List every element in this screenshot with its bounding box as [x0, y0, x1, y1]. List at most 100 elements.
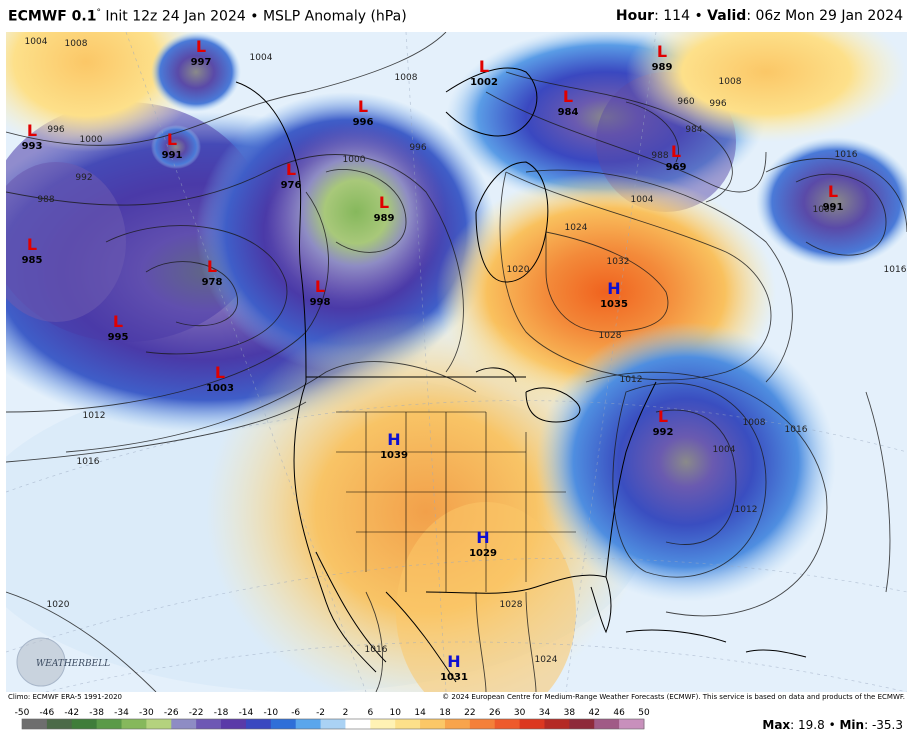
isobar-label: 1024 [535, 655, 558, 665]
colorbar-tick-label: -34 [114, 708, 129, 718]
isobar-label: 1016 [884, 265, 907, 275]
isobar-label: 1000 [813, 205, 836, 215]
max-label: Max [762, 718, 791, 732]
pressure-center-value: 995 [108, 332, 129, 343]
low-pressure-symbol: L [286, 160, 296, 179]
mslp-anomaly-map: WEATHERBELL 1004 1008 996 1000 992 988 1004 101… [6, 32, 907, 692]
logo-text: WEATHERBELL [36, 659, 110, 669]
colorbar-swatch [146, 719, 172, 729]
pressure-center-value: 991 [162, 150, 183, 161]
pressure-center-value: 978 [202, 277, 223, 288]
isobar-label: 996 [409, 143, 426, 153]
isobar-label: 1008 [395, 73, 418, 83]
pressure-center-value: 985 [22, 255, 43, 266]
colorbar-tick-label: -14 [239, 708, 254, 718]
climo-source: Climo: ECMWF ERA-5 1991-2020 [8, 693, 122, 701]
low-pressure-symbol: L [563, 87, 573, 106]
isobar-label: 1024 [565, 223, 588, 233]
isobar-label: 1004 [713, 445, 736, 455]
colorbar-swatch [196, 719, 222, 729]
pressure-center-value: 997 [191, 57, 212, 68]
high-pressure-symbol: H [387, 430, 400, 449]
init-time: Init 12z 24 Jan 2024 [105, 8, 246, 25]
isobar-label: 1012 [735, 505, 758, 515]
pressure-center-value: 1039 [380, 450, 408, 461]
low-pressure-symbol: L [671, 142, 681, 161]
pressure-center-value: 989 [374, 213, 395, 224]
copyright-notice: © 2024 European Centre for Medium-Range … [442, 693, 905, 701]
isobar-label: 984 [685, 125, 702, 135]
colorbar-tick-label: 22 [464, 708, 475, 718]
isobar-labels: 1004 1008 996 1000 992 988 1004 1012 1016 1008 100… [25, 37, 907, 665]
degree-symbol: ° [96, 8, 101, 18]
colorbar-tick-label: -2 [316, 708, 325, 718]
colorbar-tick-label: 38 [564, 708, 576, 718]
colorbar-swatch [245, 719, 272, 729]
low-pressure-symbol: L [828, 182, 838, 201]
hour-value: 114 [663, 8, 690, 24]
colorbar-swatch [469, 719, 496, 729]
isobar-label: 988 [651, 151, 668, 161]
title-bullet: • [250, 8, 259, 25]
high-pressure-symbol: H [476, 528, 489, 547]
low-pressure-symbol: L [358, 97, 368, 116]
colorbar-area: -50 -46 -42 -38 -34 -30 -26 -22 -18 -14 -10 -6 -2 2 6 1… [0, 706, 913, 750]
isobar-label: 992 [75, 173, 92, 183]
low-pressure-symbol: L [167, 130, 177, 149]
low-pressure-symbol: L [207, 257, 217, 276]
colorbar-swatch [345, 719, 371, 729]
isobar-label: 1028 [599, 331, 622, 341]
isobar-label: 1016 [785, 425, 808, 435]
low-pressure-symbol: L [379, 193, 389, 212]
colorbar-swatch [295, 719, 322, 729]
low-pressure-symbol: L [658, 407, 668, 426]
isobar-label: 1000 [343, 155, 366, 165]
chart-header: ECMWF 0.1° Init 12z 24 Jan 2024 • MSLP A… [0, 0, 913, 32]
pressure-center-value: 998 [310, 297, 331, 308]
colorbar-swatch [221, 719, 247, 729]
colorbar-tick-label: 10 [389, 708, 401, 718]
colorbar-swatch [395, 719, 421, 729]
low-pressure-symbol: L [215, 363, 225, 382]
colorbar-tick-label: 42 [589, 708, 600, 718]
colorbar-tick-label: -30 [139, 708, 154, 718]
colorbar-tick-label: 18 [439, 708, 451, 718]
isobar-label: 1012 [620, 375, 643, 385]
isobar-label: 1016 [835, 150, 858, 160]
pressure-center-value: 1031 [440, 672, 468, 683]
isobar-label: 960 [677, 97, 694, 107]
pressure-center-value: 992 [653, 427, 674, 438]
pressure-center-value: 1002 [470, 77, 498, 88]
pressure-center-value: 1035 [600, 299, 628, 310]
valid-label: Valid [707, 8, 747, 24]
colorbar-tick-label: 46 [613, 708, 625, 718]
colorbar-tick-label: -50 [15, 708, 30, 718]
pressure-center-value: 969 [666, 162, 687, 173]
low-pressure-symbol: L [315, 277, 325, 296]
low-pressure-symbol: L [27, 235, 37, 254]
isobar-label: 996 [709, 99, 726, 109]
isobar-label: 1008 [65, 39, 88, 49]
colorbar-tick-label: -38 [89, 708, 104, 718]
pressure-center-value: 1029 [469, 548, 497, 559]
isobar-label: 1004 [250, 53, 273, 63]
product-name: MSLP Anomaly (hPa) [262, 8, 407, 25]
colorbar-swatch [22, 719, 48, 729]
colorbar-tick-label: 26 [489, 708, 501, 718]
isobar-label: 1012 [83, 411, 106, 421]
high-pressure-symbol: H [447, 652, 460, 671]
isobar-label: 1020 [507, 265, 530, 275]
weatherbell-logo: WEATHERBELL [16, 637, 110, 687]
colorbar-tick-label: -22 [189, 708, 204, 718]
colorbar-swatch [444, 719, 471, 729]
isobar-label: 996 [47, 125, 64, 135]
pressure-center-value: 1003 [206, 383, 234, 394]
footer-credits: Climo: ECMWF ERA-5 1991-2020 © 2024 Euro… [0, 692, 913, 704]
anomaly-colorbar: -50 -46 -42 -38 -34 -30 -26 -22 -18 -14 -10 -6 -2 2 6 1… [15, 708, 650, 730]
model-name: ECMWF 0.1 [8, 8, 97, 25]
low-pressure-symbol: L [657, 42, 667, 61]
colorbar-frame [21, 718, 645, 730]
pressure-center-value: 996 [353, 117, 374, 128]
min-value: -35.3 [871, 718, 903, 732]
isobar-label: 988 [37, 195, 54, 205]
